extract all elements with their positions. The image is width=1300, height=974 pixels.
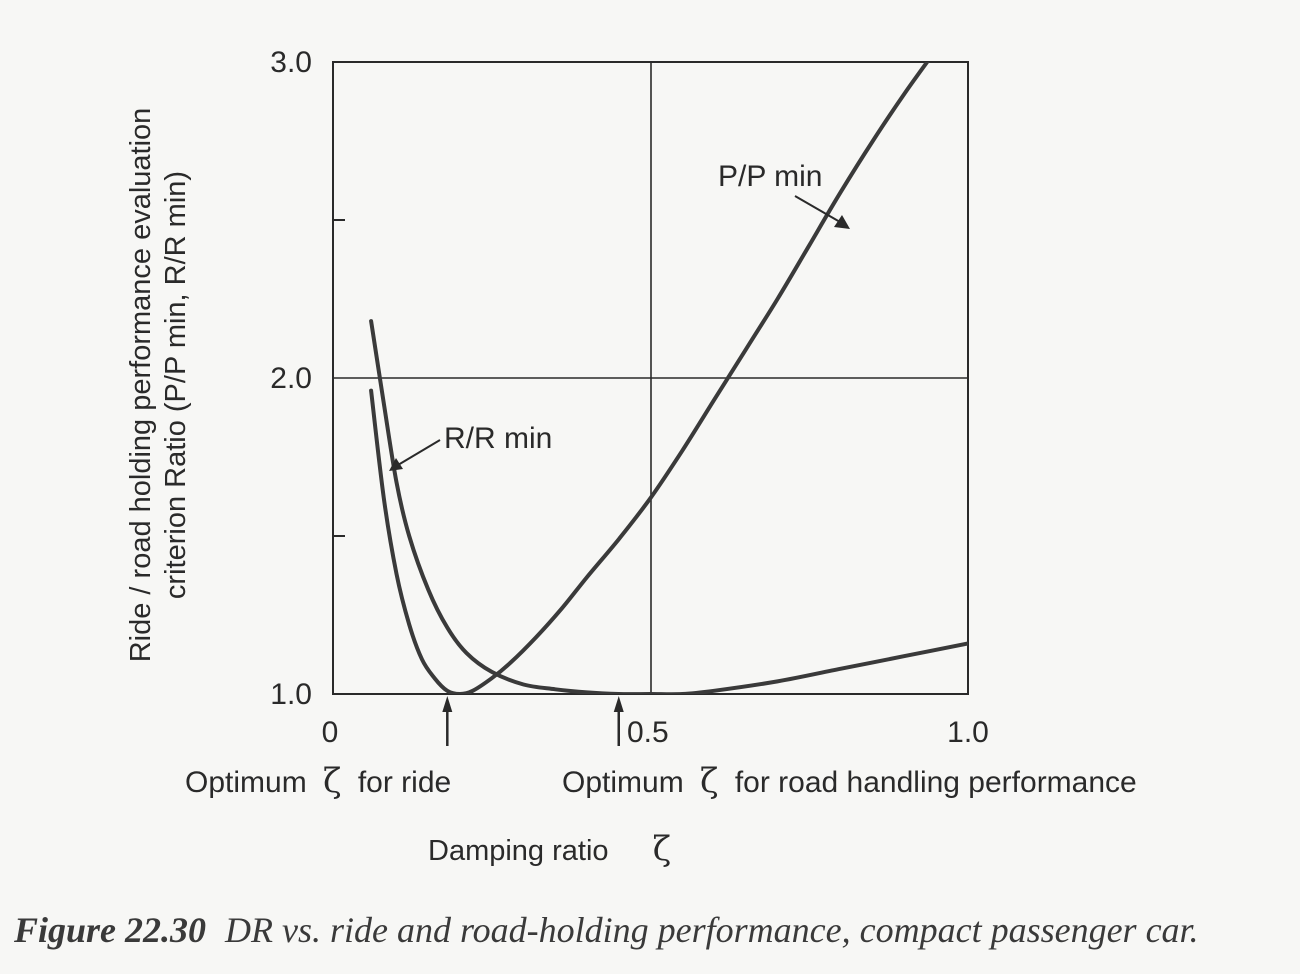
pp-leader-arrowhead [834,215,850,229]
x-axis-title-text: Damping ratio [428,835,609,867]
y-axis-title-line2: criterion Ratio (P/P min, R/R min) [160,171,192,599]
opt-road-label: Optimum ζ for road handling performance [562,761,1137,801]
curves [369,62,968,694]
opt-ride-zeta: ζ [323,761,341,801]
pp-leader-line [794,195,841,223]
opt-road-prefix: Optimum [562,766,684,799]
opt-road-arrow [613,696,624,746]
x-axis-title-zeta: ζ [653,829,671,869]
y-tick-label: 2.0 [270,362,312,395]
x-tick-label: 0.5 [627,716,669,749]
optimum-markers [442,696,624,746]
x-axis-title: Damping ratio ζ [428,829,671,869]
series-line-rr-min [369,319,968,694]
rr-leader-line [397,439,441,466]
series-line-pp-min [369,62,930,694]
opt-ride-arrow [442,696,453,746]
x-tick-label: 0 [322,716,339,749]
pp-label: P/P min [718,160,823,193]
opt-road-zeta: ζ [700,761,718,801]
opt-road-suffix: for road handling performance [735,766,1137,799]
caption-text: DR vs. ride and road-holding performance… [224,910,1199,950]
rr-leader-arrowhead [389,458,403,471]
y-tick-label: 1.0 [270,678,312,711]
figure-caption: Figure 22.30 DR vs. ride and road-holdin… [13,910,1199,950]
caption-number: Figure 22.30 [13,910,206,950]
opt-ride-suffix: for ride [358,766,451,799]
x-tick-label: 1.0 [947,716,989,749]
opt-ride-prefix: Optimum [185,766,307,799]
y-axis-title-line1: Ride / road holding performance evaluati… [125,108,157,663]
opt-ride-label: Optimum ζ for ride [185,761,451,801]
y-tick-label: 3.0 [270,46,312,79]
rr-label: R/R min [444,422,552,455]
